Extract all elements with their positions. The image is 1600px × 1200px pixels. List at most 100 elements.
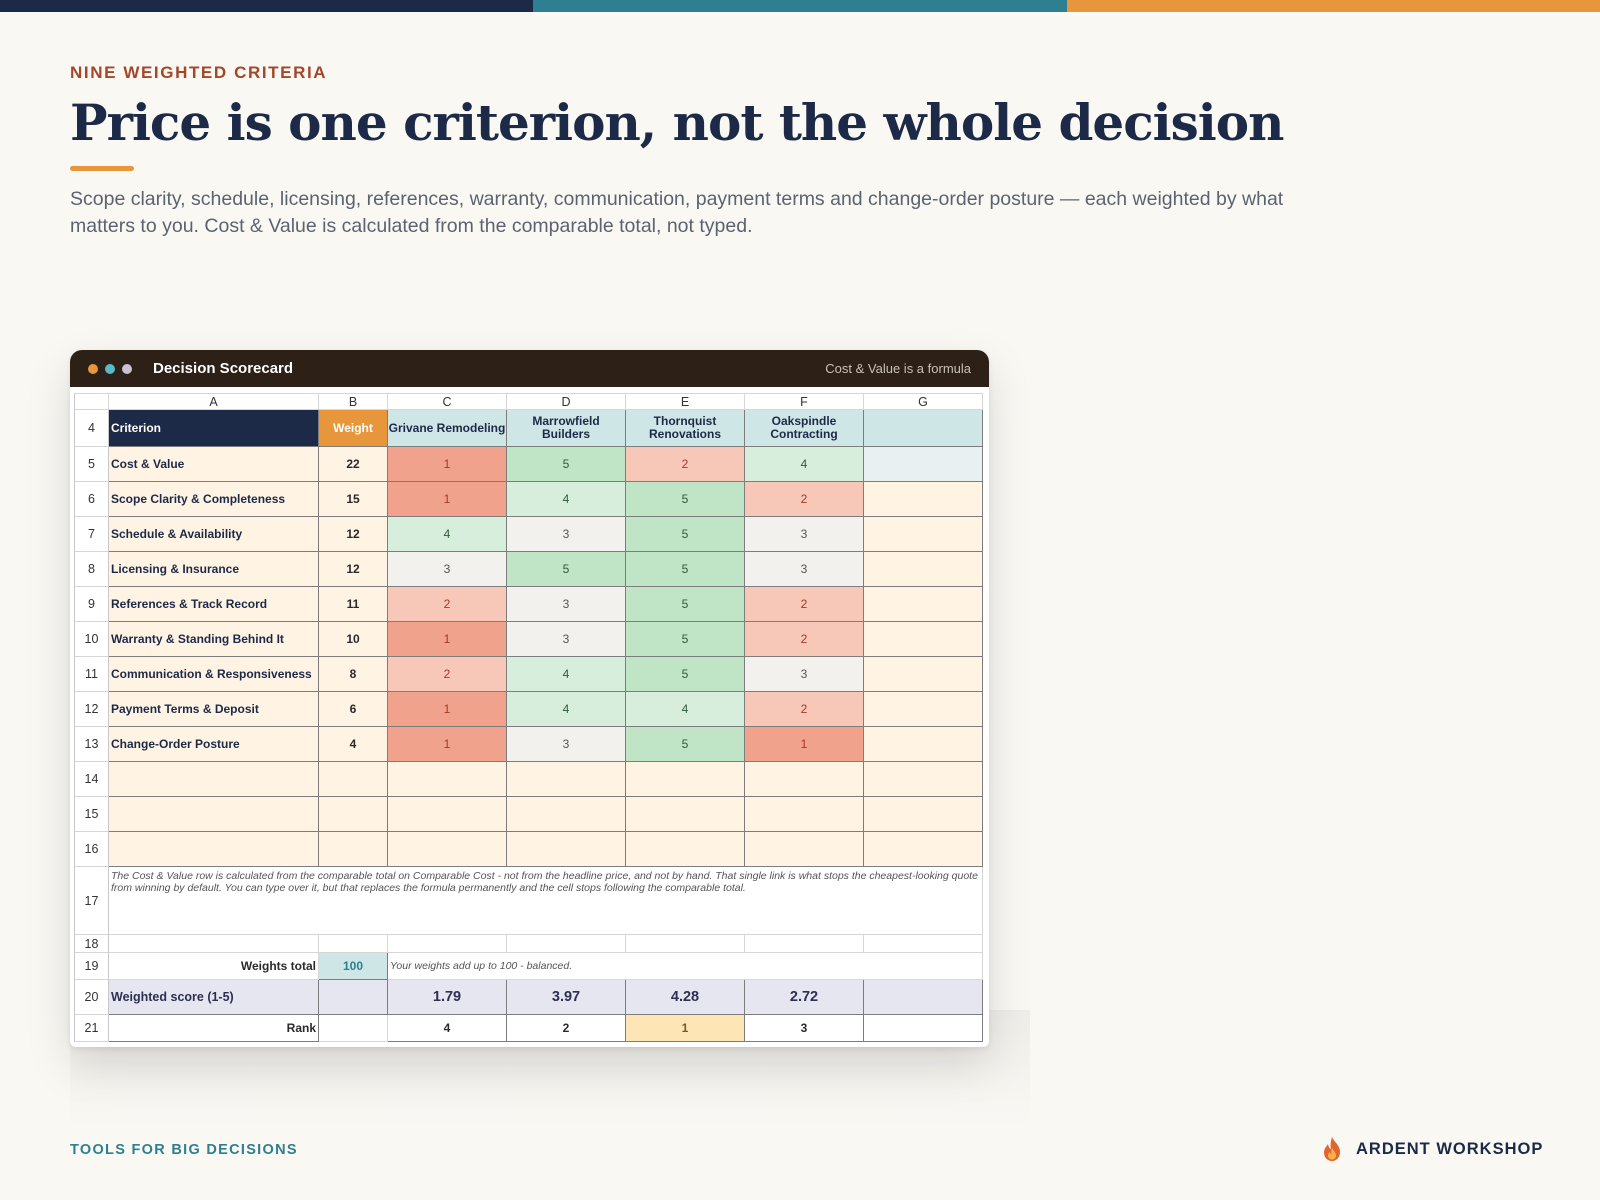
column-header-d[interactable]: D: [507, 393, 626, 410]
empty-cell[interactable]: [864, 935, 983, 953]
weighted-score-value[interactable]: 2.72: [745, 980, 864, 1015]
weight-cell[interactable]: 22: [319, 447, 388, 482]
weight-cell[interactable]: 12: [319, 517, 388, 552]
weight-cell[interactable]: 10: [319, 622, 388, 657]
row-number[interactable]: 7: [74, 517, 109, 552]
score-cell[interactable]: 5: [507, 552, 626, 587]
row-number[interactable]: 16: [74, 832, 109, 867]
row-number[interactable]: 21: [74, 1015, 109, 1042]
row-number[interactable]: 13: [74, 727, 109, 762]
score-cell[interactable]: 4: [388, 517, 507, 552]
criterion-name[interactable]: Communication & Responsiveness: [109, 657, 319, 692]
vendor-header[interactable]: Oakspindle Contracting: [745, 410, 864, 447]
row-number[interactable]: 20: [74, 980, 109, 1015]
score-cell[interactable]: 1: [388, 447, 507, 482]
criterion-name[interactable]: References & Track Record: [109, 587, 319, 622]
score-cell[interactable]: 2: [626, 447, 745, 482]
rank-value[interactable]: 4: [388, 1015, 507, 1042]
empty-cell[interactable]: [507, 797, 626, 832]
empty-cell[interactable]: [864, 692, 983, 727]
row-number[interactable]: 14: [74, 762, 109, 797]
score-cell[interactable]: 1: [388, 482, 507, 517]
score-cell[interactable]: 4: [626, 692, 745, 727]
empty-cell[interactable]: [864, 762, 983, 797]
empty-cell[interactable]: [109, 762, 319, 797]
vendor-header[interactable]: Grivane Remodeling: [388, 410, 507, 447]
score-cell[interactable]: 2: [388, 587, 507, 622]
empty-cell[interactable]: [745, 797, 864, 832]
weight-cell[interactable]: 6: [319, 692, 388, 727]
score-cell[interactable]: 3: [507, 517, 626, 552]
criterion-name[interactable]: Schedule & Availability: [109, 517, 319, 552]
empty-cell[interactable]: [319, 1015, 388, 1042]
empty-cell[interactable]: [388, 935, 507, 953]
empty-cell[interactable]: [745, 762, 864, 797]
empty-cell[interactable]: [319, 935, 388, 953]
score-cell[interactable]: 5: [626, 727, 745, 762]
score-cell[interactable]: 5: [626, 482, 745, 517]
weight-cell[interactable]: 8: [319, 657, 388, 692]
empty-cell[interactable]: [864, 587, 983, 622]
weight-cell[interactable]: 12: [319, 552, 388, 587]
empty-cell[interactable]: [864, 1015, 983, 1042]
empty-cell[interactable]: [864, 517, 983, 552]
empty-cell[interactable]: [864, 980, 983, 1015]
criterion-name[interactable]: Cost & Value: [109, 447, 319, 482]
empty-cell[interactable]: [507, 832, 626, 867]
score-cell[interactable]: 5: [626, 657, 745, 692]
score-cell[interactable]: 1: [745, 727, 864, 762]
column-header-b[interactable]: B: [319, 393, 388, 410]
window-dot-teal[interactable]: [105, 363, 115, 374]
score-cell[interactable]: 2: [745, 587, 864, 622]
column-header-a[interactable]: A: [109, 393, 319, 410]
score-cell[interactable]: 3: [507, 587, 626, 622]
column-header-e[interactable]: E: [626, 393, 745, 410]
vendor-header[interactable]: Thornquist Renovations: [626, 410, 745, 447]
score-cell[interactable]: 3: [507, 727, 626, 762]
row-number[interactable]: 5: [74, 447, 109, 482]
score-cell[interactable]: 5: [507, 447, 626, 482]
empty-cell[interactable]: [864, 832, 983, 867]
empty-cell[interactable]: [626, 935, 745, 953]
empty-cell[interactable]: [864, 482, 983, 517]
empty-cell[interactable]: [864, 552, 983, 587]
rank-value[interactable]: 2: [507, 1015, 626, 1042]
row-number[interactable]: 18: [74, 935, 109, 953]
column-header-c[interactable]: C: [388, 393, 507, 410]
row-number[interactable]: 12: [74, 692, 109, 727]
empty-cell[interactable]: [319, 832, 388, 867]
row-number[interactable]: 4: [74, 410, 109, 447]
score-cell[interactable]: 4: [507, 482, 626, 517]
weight-cell[interactable]: 11: [319, 587, 388, 622]
empty-cell[interactable]: [864, 797, 983, 832]
rank-label[interactable]: Rank: [109, 1015, 319, 1042]
window-dot-orange[interactable]: [88, 363, 98, 374]
score-cell[interactable]: 5: [626, 552, 745, 587]
empty-cell[interactable]: [388, 832, 507, 867]
window-dot-grey[interactable]: [122, 363, 132, 374]
rank-value[interactable]: 1: [626, 1015, 745, 1042]
score-cell[interactable]: 3: [388, 552, 507, 587]
empty-cell[interactable]: [319, 980, 388, 1015]
formula-note[interactable]: The Cost & Value row is calculated from …: [109, 867, 983, 935]
score-cell[interactable]: 3: [745, 517, 864, 552]
weighted-score-value[interactable]: 1.79: [388, 980, 507, 1015]
row-number[interactable]: 17: [74, 867, 109, 935]
score-cell[interactable]: 5: [626, 622, 745, 657]
empty-cell[interactable]: [109, 797, 319, 832]
score-cell[interactable]: 3: [507, 622, 626, 657]
weighted-score-value[interactable]: 3.97: [507, 980, 626, 1015]
empty-cell[interactable]: [109, 935, 319, 953]
criterion-name[interactable]: Payment Terms & Deposit: [109, 692, 319, 727]
rank-value[interactable]: 3: [745, 1015, 864, 1042]
row-number[interactable]: 10: [74, 622, 109, 657]
score-cell[interactable]: 2: [745, 482, 864, 517]
weighted-score-label[interactable]: Weighted score (1-5): [109, 980, 319, 1015]
criterion-name[interactable]: Warranty & Standing Behind It: [109, 622, 319, 657]
empty-cell[interactable]: [626, 832, 745, 867]
score-cell[interactable]: 1: [388, 727, 507, 762]
empty-cell[interactable]: [864, 622, 983, 657]
empty-cell[interactable]: [319, 762, 388, 797]
score-cell[interactable]: 4: [507, 692, 626, 727]
row-number[interactable]: 19: [74, 953, 109, 980]
